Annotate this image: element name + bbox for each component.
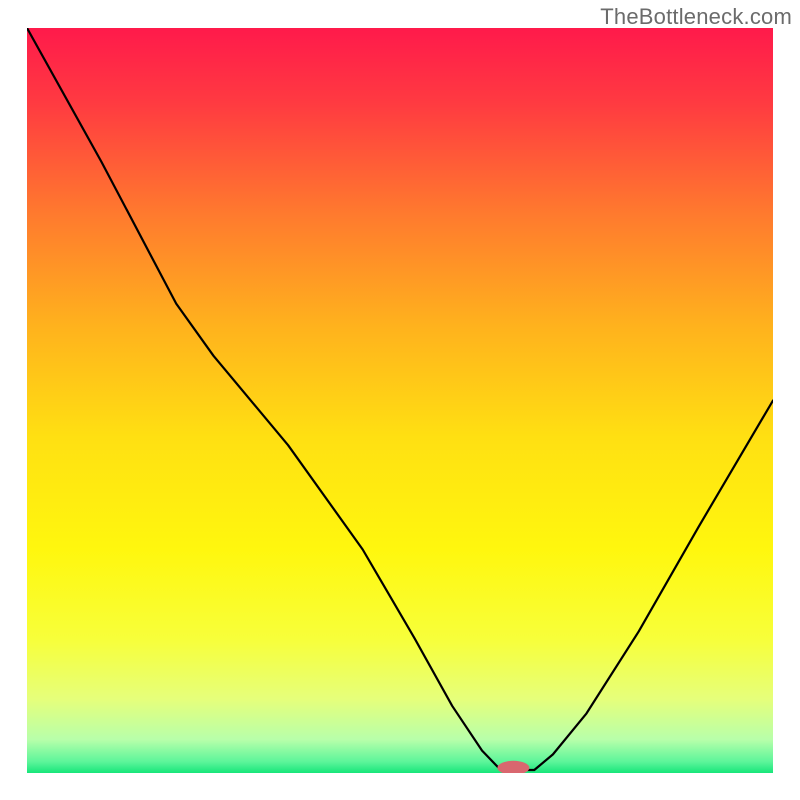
chart-svg — [27, 28, 773, 773]
bottleneck-chart: TheBottleneck.com — [0, 0, 800, 800]
chart-background — [27, 28, 773, 773]
watermark-text: TheBottleneck.com — [600, 4, 792, 30]
